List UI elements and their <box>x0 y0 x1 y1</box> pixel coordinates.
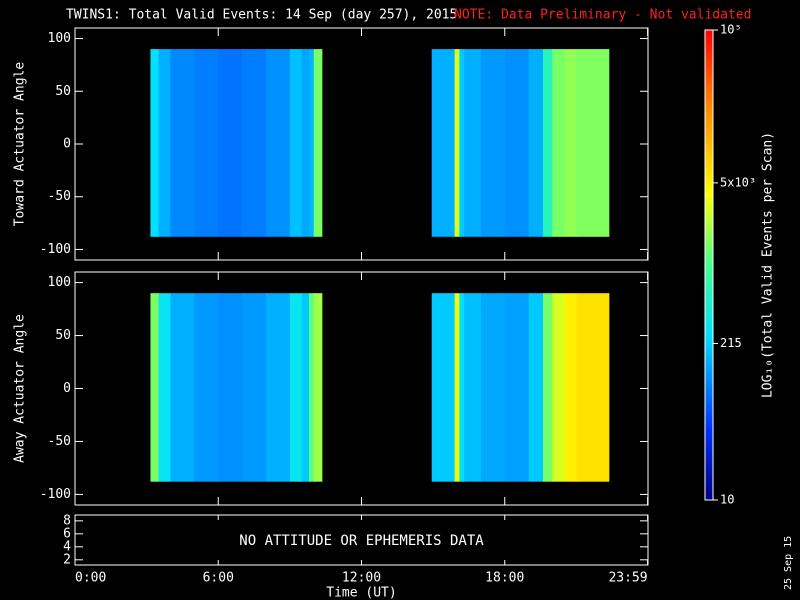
heat-cell <box>308 293 315 482</box>
colorbar <box>704 29 714 501</box>
x-tick-label: 0:00 <box>75 571 106 586</box>
heat-cell <box>170 49 195 237</box>
heat-cell <box>464 49 482 237</box>
y-tick-label: 2 <box>63 552 71 567</box>
heat-cell <box>301 293 310 482</box>
heat-cell <box>301 49 310 237</box>
y-tick-label: 8 <box>63 513 71 528</box>
chart-title: TWINS1: Total Valid Events: 14 Sep (day … <box>66 8 457 23</box>
heat-cell <box>542 293 553 482</box>
note: NOTE: Data Preliminary - Not validated <box>454 8 751 23</box>
heat-cell <box>242 49 267 237</box>
heat-cell <box>266 49 291 237</box>
heat-cell <box>431 49 456 237</box>
y-tick-label: -100 <box>40 487 71 502</box>
y-axis-label: Away Actuator Angle <box>13 314 28 463</box>
y-tick-label: -50 <box>48 189 71 204</box>
heat-cell <box>480 293 506 482</box>
heat-cell <box>480 49 506 237</box>
heat-cell <box>308 49 315 237</box>
x-tick-label: 18:00 <box>485 571 524 586</box>
y-axis-label: Toward Actuator Angle <box>13 62 28 227</box>
heat-cell <box>552 49 565 237</box>
heat-cell <box>542 49 553 237</box>
y-tick-label: 50 <box>55 328 71 343</box>
heat-cell <box>459 293 465 482</box>
y-tick-label: 4 <box>63 539 71 554</box>
heat-cell <box>313 293 323 482</box>
heat-cell <box>266 293 291 482</box>
heat-cell <box>552 293 565 482</box>
y-tick-label: -100 <box>40 242 71 257</box>
heat-cell <box>504 49 530 237</box>
heat-cell <box>454 293 460 482</box>
heat-cell <box>194 49 219 237</box>
heat-cell <box>150 293 160 482</box>
heat-cell <box>313 49 323 237</box>
heat-cell <box>431 293 456 482</box>
heat-cell <box>194 293 219 482</box>
annotation: NO ATTITUDE OR EPHEMERIS DATA <box>239 533 484 549</box>
heat-cell <box>242 293 267 482</box>
y-tick-label: 0 <box>63 381 71 396</box>
y-tick-label: -50 <box>48 434 71 449</box>
y-tick-label: 100 <box>48 31 71 46</box>
heat-cell <box>464 293 482 482</box>
x-axis-label: Time (UT) <box>326 586 396 600</box>
heat-cell <box>454 49 460 237</box>
y-tick-label: 6 <box>63 526 71 541</box>
heat-cell <box>459 49 465 237</box>
heat-cell <box>576 49 610 237</box>
colorbar-tick-label: 10 <box>720 493 734 507</box>
colorbar-label: LOG₁₀(Total Valid Events per Scan) <box>761 132 776 398</box>
y-tick-label: 100 <box>48 275 71 290</box>
heat-cell <box>289 49 303 237</box>
heat-cell <box>564 293 577 482</box>
heat-cell <box>218 293 243 482</box>
heat-cell <box>150 49 160 237</box>
colorbar-tick-label: 10⁵ <box>720 23 742 37</box>
heat-cell <box>218 49 243 237</box>
x-tick-label: 6:00 <box>203 571 234 586</box>
heat-cell <box>528 293 544 482</box>
heat-cell <box>564 49 577 237</box>
heat-cell <box>504 293 530 482</box>
heat-cell <box>289 293 303 482</box>
colorbar-tick-label: 5x10³ <box>720 175 756 189</box>
heat-cell <box>170 293 195 482</box>
x-tick-label: 12:00 <box>342 571 381 586</box>
x-tick-label: 23:59 <box>608 571 647 586</box>
colorbar-tick-label: 215 <box>720 336 742 350</box>
stamp: 25 Sep 15 <box>783 536 794 590</box>
y-tick-label: 0 <box>63 137 71 152</box>
y-tick-label: 50 <box>55 84 71 99</box>
heat-cell <box>158 49 171 237</box>
heat-cell <box>158 293 171 482</box>
heat-cell <box>528 49 544 237</box>
heat-cell <box>576 293 610 482</box>
